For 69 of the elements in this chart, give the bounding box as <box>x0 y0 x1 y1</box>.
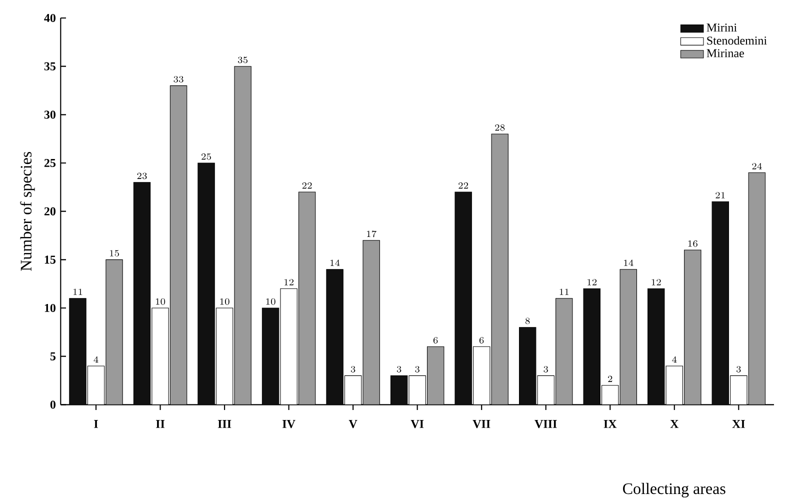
x-tick-label: XI <box>732 420 745 428</box>
data-label: 4 <box>94 356 98 363</box>
data-label: 6 <box>479 337 484 344</box>
data-label: 10 <box>266 298 276 305</box>
bar <box>298 192 316 405</box>
data-label: 3 <box>350 366 356 373</box>
y-tick-label: 5 <box>50 352 56 360</box>
bar <box>748 172 766 405</box>
bar <box>106 259 123 405</box>
x-tick-label: I <box>94 420 98 428</box>
x-tick-label: VI <box>410 420 424 428</box>
data-label: 16 <box>688 240 698 247</box>
data-label: 35 <box>238 56 248 64</box>
data-label: 15 <box>110 250 119 257</box>
y-axis-title: Number of species <box>20 152 35 271</box>
x-tick-label: IX <box>604 420 617 428</box>
data-label: 11 <box>73 288 82 296</box>
data-label: 14 <box>330 260 340 266</box>
data-label: 25 <box>202 154 211 160</box>
y-tick-label: 15 <box>44 256 56 264</box>
x-tick-label: X <box>670 420 679 428</box>
x-tick-label: V <box>348 420 358 428</box>
data-label: 3 <box>736 366 741 373</box>
data-label: 12 <box>284 279 294 286</box>
legend-label: Mirinae <box>706 49 744 58</box>
x-tick-label: VIII <box>534 420 557 428</box>
data-label: 10 <box>156 298 166 305</box>
data-label: 14 <box>624 260 634 266</box>
legend-label: Mirini <box>706 24 737 32</box>
x-tick-label: III <box>218 420 232 428</box>
data-label: 17 <box>367 230 376 238</box>
bar <box>684 250 702 405</box>
y-tick-label: 25 <box>44 159 56 168</box>
bar <box>170 85 188 405</box>
data-label: 11 <box>560 288 569 296</box>
y-tick-label: 10 <box>44 304 56 312</box>
bar <box>426 346 444 405</box>
y-tick-label: 0 <box>50 400 56 409</box>
data-label: 22 <box>458 182 468 189</box>
legend-label: Stenodemini <box>707 36 767 45</box>
data-label: 12 <box>588 279 597 286</box>
bar <box>234 66 252 405</box>
data-label: 4 <box>672 356 677 363</box>
data-label: 12 <box>652 279 661 286</box>
data-label: 21 <box>716 192 725 198</box>
bar <box>362 240 380 405</box>
data-label: 10 <box>220 298 230 305</box>
data-label: 3 <box>544 366 548 373</box>
y-tick-label: 20 <box>44 207 56 216</box>
x-tick-label: IV <box>282 420 296 428</box>
data-label: 8 <box>525 318 530 324</box>
x-axis-title: Collecting areas <box>623 482 726 498</box>
data-label: 2 <box>608 376 612 382</box>
bar <box>620 269 637 405</box>
y-tick-label: 40 <box>44 14 56 22</box>
data-label: 23 <box>137 172 147 180</box>
data-label: 3 <box>415 366 420 373</box>
data-label: 22 <box>302 182 312 189</box>
y-tick-label: 30 <box>44 110 56 119</box>
data-label: 24 <box>752 163 762 170</box>
data-label: 3 <box>396 366 402 373</box>
x-tick-label: II <box>156 420 165 428</box>
bar <box>491 134 508 405</box>
bar <box>556 298 573 405</box>
data-label: 28 <box>495 124 505 131</box>
y-tick-label: 35 <box>44 62 56 70</box>
data-label: 33 <box>174 76 184 83</box>
data-label: 6 <box>433 337 438 344</box>
x-tick-label: VII <box>472 420 490 428</box>
